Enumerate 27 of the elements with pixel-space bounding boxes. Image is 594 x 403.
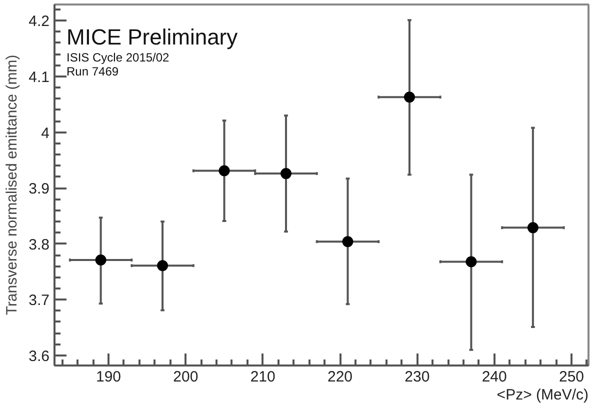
point [218, 165, 230, 176]
point [466, 256, 477, 268]
y-tick-label: 3.9 [28, 180, 50, 198]
x-tick-label: 220 [328, 368, 353, 386]
y-tick-label: 3.8 [28, 236, 50, 254]
annotation: MICE Preliminary [66, 24, 238, 50]
y-tick-label: 4.2 [28, 13, 50, 30]
point [527, 222, 538, 234]
y-tick-label: 4.1 [28, 68, 50, 86]
annotation: Run 7469 [66, 64, 119, 78]
x-tick-label: 190 [96, 368, 122, 386]
y-axis-title: Transverse normalised emittance (mm) [4, 54, 21, 316]
y-tick-label: 3.7 [28, 292, 50, 310]
x-tick-label: 230 [404, 368, 430, 386]
point [404, 92, 415, 103]
annotation: ISIS Cycle 2015/02 [66, 50, 170, 64]
point [342, 236, 354, 248]
y-tick-label: 4 [41, 124, 50, 142]
point [157, 260, 168, 272]
point [280, 168, 292, 180]
point [95, 254, 106, 266]
x-axis-title: <Pz> (MeV/c) [496, 386, 589, 403]
y-tick-label: 3.6 [28, 348, 50, 365]
x-tick-label: 200 [173, 368, 198, 386]
x-tick-label: 240 [482, 368, 507, 386]
x-tick-label: 210 [250, 368, 276, 386]
x-tick-label: 250 [559, 368, 584, 386]
